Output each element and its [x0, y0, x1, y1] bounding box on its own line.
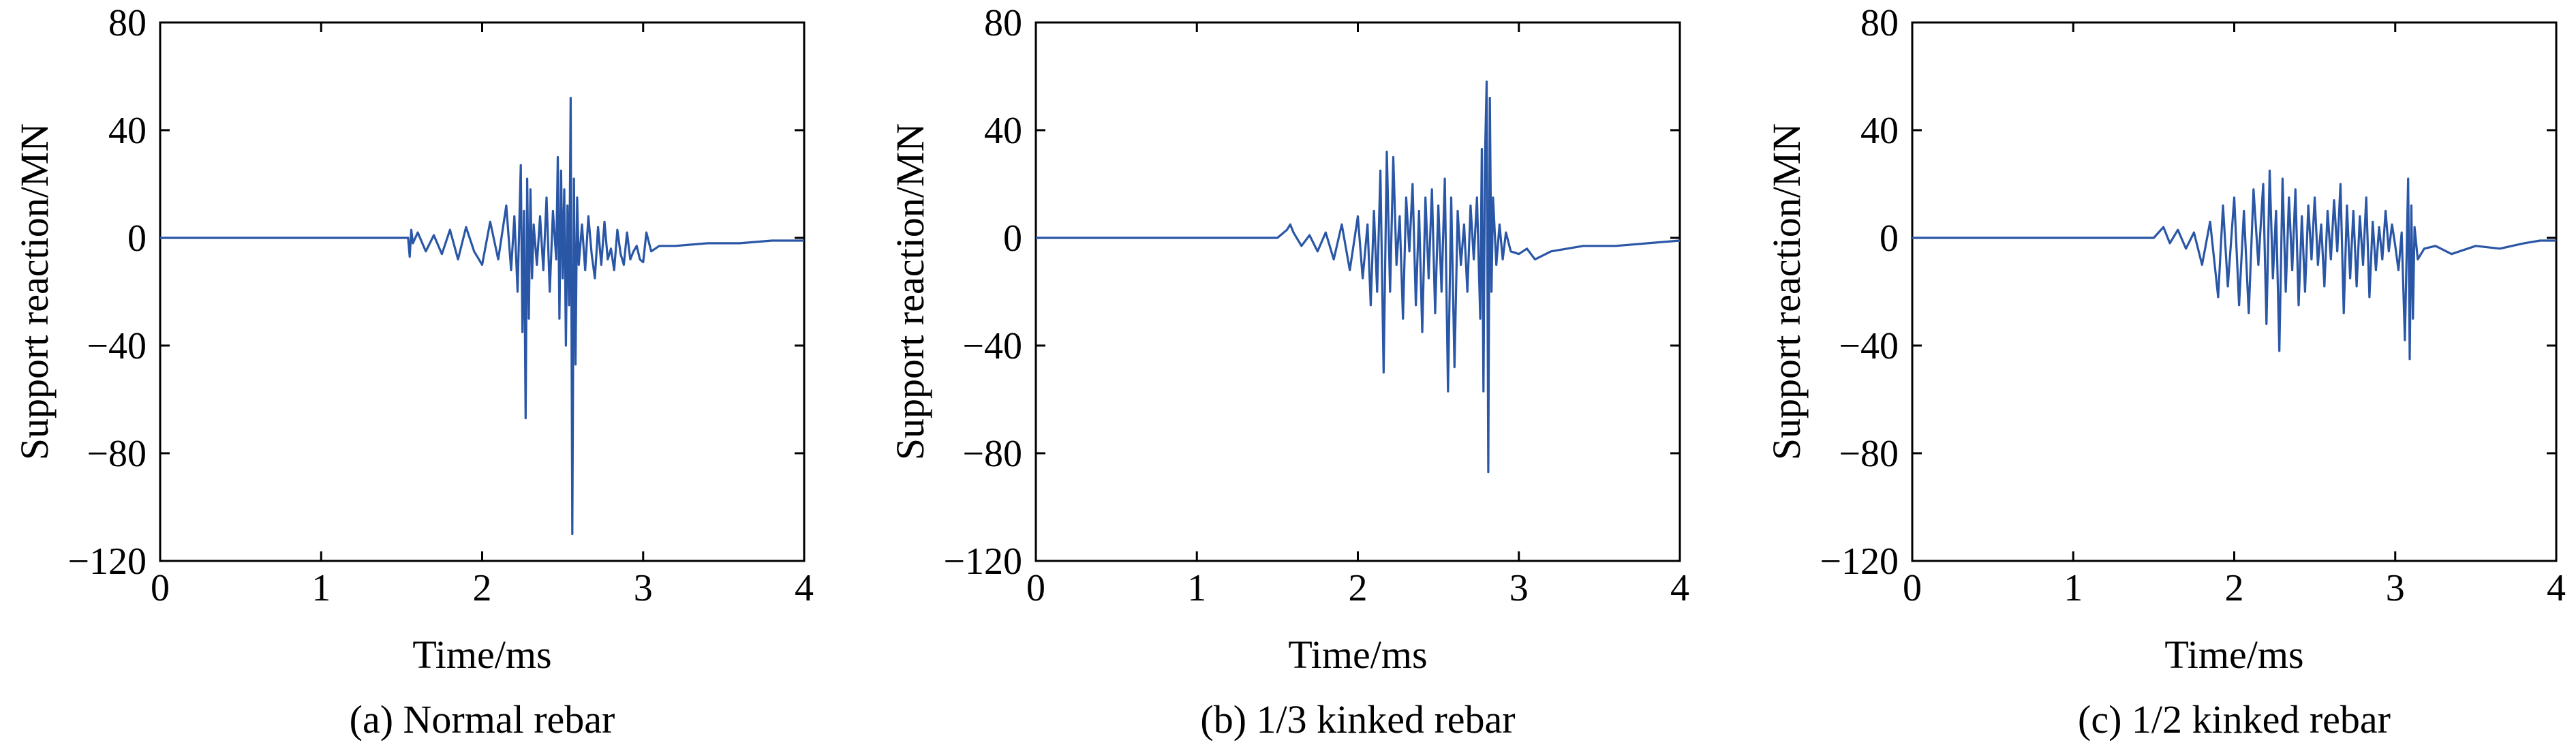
x-tick-label: 3	[2386, 567, 2405, 609]
series-line-1	[1036, 80, 1681, 474]
x-axis-label: Time/ms	[2164, 632, 2303, 677]
y-tick-label: −80	[962, 433, 1022, 475]
y-tick-label: −120	[67, 540, 147, 583]
y-tick-label: −80	[87, 433, 147, 475]
y-axis-label: Support reaction/MN	[1764, 123, 1809, 461]
x-tick-label: 3	[1509, 567, 1529, 609]
x-tick-label: 0	[1026, 567, 1045, 609]
x-tick-label: 4	[2547, 567, 2566, 609]
panel-caption: (c) 1/2 kinked rebar	[2078, 697, 2391, 742]
y-tick-label: −40	[87, 325, 147, 367]
y-tick-label: 0	[1003, 217, 1022, 260]
x-tick-label: 4	[1670, 567, 1689, 609]
x-tick-label: 0	[1903, 567, 1922, 609]
plot-frame	[1911, 21, 2558, 562]
x-tick-label: 4	[795, 567, 814, 609]
x-tick-label: 1	[1187, 567, 1206, 609]
y-tick-label: 0	[127, 217, 147, 260]
plot-frame	[1034, 21, 1681, 562]
x-tick-label: 1	[2064, 567, 2083, 609]
y-tick-label: 80	[1860, 2, 1899, 44]
y-tick-label: 40	[108, 110, 147, 152]
x-tick-label: 2	[473, 567, 492, 609]
chart-panel-2: 0 1 2 3 4 80 40 0 −40 −80 −120 Time/ms Support react…	[888, 2, 1689, 742]
y-tick-label: −40	[1839, 325, 1899, 367]
y-tick-label: 80	[984, 2, 1022, 44]
x-tick-label: 1	[311, 567, 331, 609]
panel-caption: (b) 1/3 kinked rebar	[1200, 697, 1515, 742]
y-tick-label: −40	[962, 325, 1022, 367]
x-axis-label: Time/ms	[412, 632, 551, 677]
y-tick-label: 40	[1860, 110, 1899, 152]
y-tick-label: −120	[943, 540, 1022, 583]
x-tick-label: 2	[2225, 567, 2244, 609]
panel-caption: (a) Normal rebar	[350, 697, 615, 742]
series-line-1	[1912, 169, 2556, 361]
y-tick-label: 40	[984, 110, 1022, 152]
chart-panel-3: 0 1 2 3 4 80 40 0 −40 −80 −120 Time/ms Support react…	[1764, 2, 2566, 742]
y-tick-label: 0	[1880, 217, 1899, 260]
series-line-1	[160, 97, 804, 536]
x-axis-label: Time/ms	[1288, 632, 1427, 677]
y-tick-label: −80	[1839, 433, 1899, 475]
y-axis-label: Support reaction/MN	[12, 123, 57, 461]
plot-frame	[159, 21, 806, 562]
x-tick-label: 3	[634, 567, 653, 609]
y-tick-label: −120	[1820, 540, 1899, 583]
chart-panel-1: 0 1 2 3 4 80 40 0 −40 −80 −120 Time/ms Support react…	[12, 2, 814, 742]
x-tick-label: 0	[151, 567, 170, 609]
y-tick-label: 80	[108, 2, 147, 44]
y-axis-label: Support reaction/MN	[888, 123, 932, 461]
x-tick-label: 2	[1349, 567, 1368, 609]
